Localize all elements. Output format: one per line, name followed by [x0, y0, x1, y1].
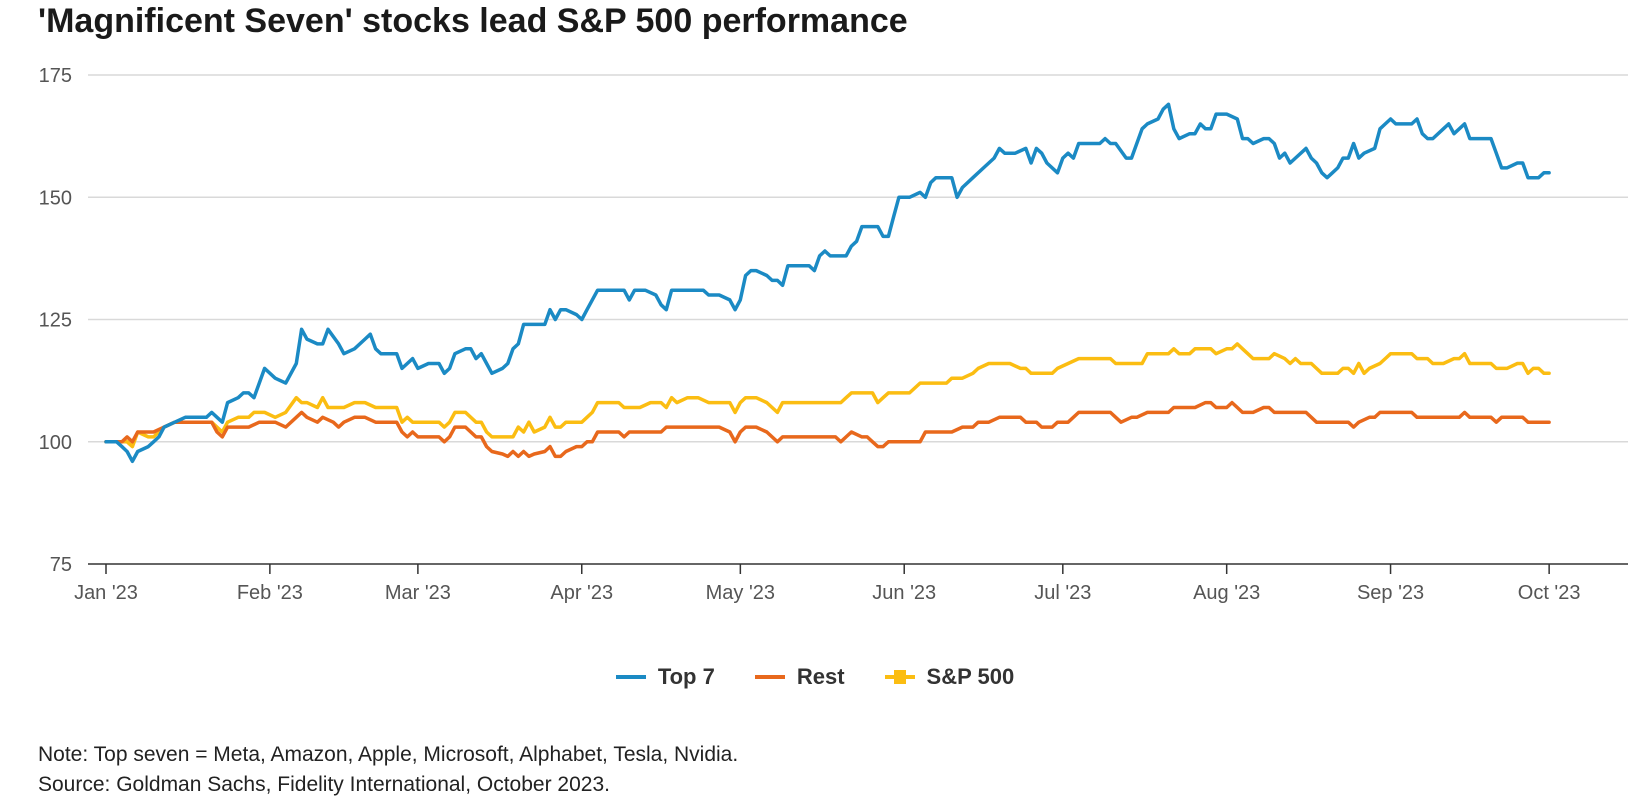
series-line-top-7: [104, 102, 1551, 464]
legend-marker-square: [893, 670, 906, 684]
x-tick-label: Jun '23: [872, 582, 936, 604]
x-tick-label: Sep '23: [1357, 582, 1424, 604]
y-axis-ticks: 75 100 125 150 175: [39, 65, 72, 576]
note-text: Note: Top seven = Meta, Amazon, Apple, M…: [38, 743, 739, 766]
x-tick-label: Jan '23: [74, 582, 138, 604]
legend-label: Rest: [796, 664, 845, 689]
y-tick-label: 150: [39, 187, 72, 209]
x-tick-label: Aug '23: [1193, 582, 1260, 604]
legend-label: Top 7: [657, 664, 715, 689]
x-tick-label: Feb '23: [237, 582, 303, 604]
legend-swatch: [884, 670, 915, 684]
y-tick-label: 175: [39, 65, 72, 87]
y-tick-label: 100: [39, 432, 72, 454]
x-tick-label: Apr '23: [550, 582, 613, 604]
legend-item: Rest: [754, 664, 845, 690]
chart-title: 'Magnificent Seven' stocks lead S&P 500 …: [38, 2, 908, 40]
legend-label: S&P 500: [926, 664, 1015, 689]
legend-swatch: [754, 675, 785, 679]
x-tick-label: Jul '23: [1034, 582, 1091, 604]
x-axis: Jan '23 Feb '23 Mar '23 Apr '23 May '23 Jun '…: [74, 563, 1628, 604]
legend-item: Top 7: [615, 664, 715, 690]
legend-item: S&P 500: [884, 664, 1015, 690]
y-tick-label: 75: [50, 554, 72, 576]
legend: Top 7 Rest S&P 500: [0, 664, 1630, 690]
series-line-s-p-500: [104, 342, 1551, 449]
source-text: Source: Goldman Sachs, Fidelity Internat…: [38, 773, 610, 796]
series-line-rest: [104, 400, 1551, 459]
x-tick-label: Oct '23: [1518, 582, 1581, 604]
gridlines: [88, 74, 1628, 443]
line-chart: 75 100 125 150 175 Jan '23 Feb '23 Mar '23 Apr …: [39, 65, 1628, 604]
series-lines: [104, 102, 1551, 464]
chart-notes: Note: Top seven = Meta, Amazon, Apple, M…: [38, 740, 738, 800]
y-tick-label: 125: [39, 310, 72, 332]
x-tick-label: May '23: [706, 582, 775, 604]
legend-swatch: [615, 675, 646, 679]
x-tick-label: Mar '23: [385, 582, 451, 604]
